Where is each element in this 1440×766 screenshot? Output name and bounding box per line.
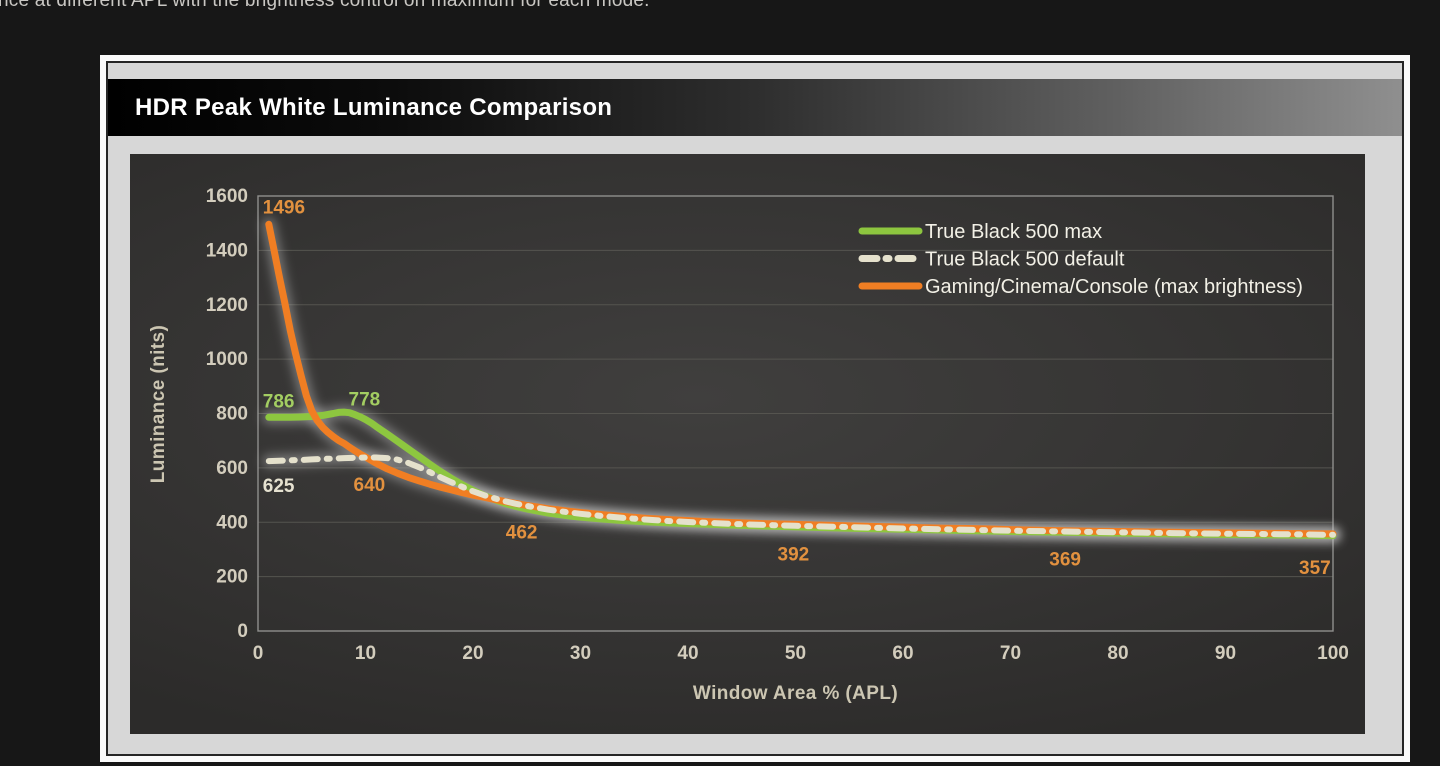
x-tick-label: 90 [1215,643,1236,664]
data-label: 1496 [263,197,305,218]
data-label: 462 [506,522,538,543]
legend-label: True Black 500 max [925,221,1102,243]
y-tick-label: 1200 [206,295,248,316]
chart-title: HDR Peak White Luminance Comparison [135,93,613,121]
x-tick-label: 30 [570,643,591,664]
x-tick-label: 10 [355,643,376,664]
x-tick-label: 40 [677,643,698,664]
y-tick-label: 1600 [206,186,248,207]
x-tick-label: 20 [462,643,483,664]
x-axis-title: Window Area % (APL) [693,683,898,704]
luminance-chart: 0 200 400 600 800 1000 1200 1400 1600 0 10 20 30 40 50… [148,186,1349,704]
legend-entry: True Black 500 max [856,221,1102,243]
y-tick-label: 1000 [206,349,248,370]
y-tick-label: 200 [216,567,248,588]
plot-border [257,195,1334,632]
x-tick-label: 50 [785,643,806,664]
x-tick-label: 0 [253,643,264,664]
x-tick-label: 60 [892,643,913,664]
x-tick-label: 70 [1000,643,1021,664]
data-label: 786 [263,391,295,412]
data-label: 369 [1049,550,1081,571]
legend-label: Gaming/Cinema/Console (max brightness) [925,276,1303,298]
data-label: 392 [778,544,810,565]
data-label: 640 [354,475,386,496]
legend-label: True Black 500 default [925,249,1125,271]
series-glow [261,217,1340,541]
chart-title-bar: HDR Peak White Luminance Comparison [108,79,1402,136]
chart-widget-card: HDR Peak White Luminance Comparison 0 200… [100,55,1410,762]
legend-entry: Gaming/Cinema/Console (max brightness) [856,276,1303,298]
data-label: 625 [263,476,295,497]
series-line-2 [265,454,1336,538]
y-tick-label: 400 [216,512,248,533]
legend-entry: True Black 500 default [856,249,1125,271]
chart-panel: 0 200 400 600 800 1000 1200 1400 1600 0 10 20 30 40 50… [130,154,1365,734]
data-label: 357 [1299,558,1331,579]
y-tick-label: 0 [237,621,248,642]
card-top-strip [108,63,1402,79]
data-label: 778 [349,389,381,410]
y-tick-label: 600 [216,458,248,479]
y-tick-label: 800 [216,404,248,425]
x-tick-label: 80 [1107,643,1128,664]
clipped-caption-text: nce at different APL with the brightness… [0,0,650,11]
y-axis-title: Luminance (nits) [148,325,169,483]
y-tick-label: 1400 [206,240,248,261]
x-tick-label: 100 [1317,643,1349,664]
